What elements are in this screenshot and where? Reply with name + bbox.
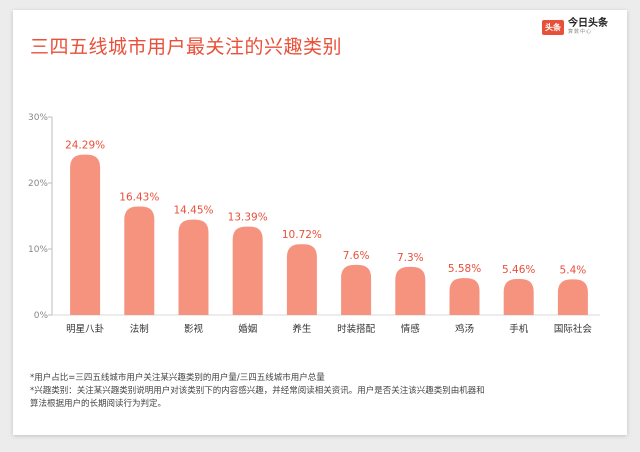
x-tick-label: 婚姻 — [238, 323, 257, 335]
bar — [70, 154, 101, 315]
x-tick-label: 影视 — [184, 323, 204, 335]
x-tick-label: 国际社会 — [554, 323, 593, 335]
data-label: 24.29% — [65, 140, 105, 152]
bar — [124, 206, 155, 315]
bar — [286, 244, 317, 315]
data-label: 16.43% — [119, 192, 159, 204]
logo-name: 今日头条 — [568, 18, 608, 29]
y-tick-label: 30% — [28, 113, 48, 123]
data-label: 5.4% — [560, 264, 587, 276]
logo-badge: 头条 — [542, 19, 564, 35]
bar — [232, 226, 263, 315]
data-label: 14.45% — [173, 205, 213, 217]
x-tick-label: 法制 — [130, 323, 149, 335]
y-tick-label: 10% — [28, 245, 48, 255]
bar — [503, 278, 534, 315]
logo-text: 今日头条 算数中心 — [568, 19, 608, 35]
toutiao-logo: 头条 今日头条 算数中心 — [542, 18, 608, 36]
x-tick-label: 明星八卦 — [66, 323, 105, 335]
bar — [395, 266, 426, 315]
x-tick-label: 养生 — [292, 323, 312, 335]
logo-subtitle: 算数中心 — [568, 29, 593, 35]
y-tick-label: 0% — [34, 311, 49, 321]
report-card — [13, 10, 627, 435]
data-label: 13.39% — [228, 212, 268, 224]
bar — [449, 278, 480, 315]
footnote-1: *用户占比=三四五线城市用户关注某兴趣类别的用户量/三四五线城市用户总量 — [30, 373, 325, 383]
x-tick-label: 鸡汤 — [455, 323, 474, 335]
data-label: 5.46% — [502, 264, 535, 276]
x-tick-label: 手机 — [509, 323, 529, 335]
bar — [341, 264, 372, 315]
footnote-2: *兴趣类别：关注某兴趣类别说明用户对该类别下的内容感兴趣，并经常阅读相关资讯。用… — [30, 386, 485, 396]
x-tick-label: 情感 — [401, 323, 421, 335]
bar — [557, 279, 588, 315]
footnotes: *用户占比=三四五线城市用户关注某兴趣类别的用户量/三四五线城市用户总量 *兴趣… — [30, 372, 590, 411]
x-tick-label: 时装搭配 — [337, 323, 376, 335]
data-label: 5.58% — [448, 263, 481, 275]
footnote-3: 算法根据用户的长期阅读行为判定。 — [30, 399, 167, 409]
bar — [178, 219, 209, 315]
page-title: 三四五线城市用户最关注的兴趣类别 — [30, 36, 343, 58]
data-label: 10.72% — [282, 229, 322, 241]
data-label: 7.6% — [343, 250, 370, 262]
y-tick-label: 20% — [28, 179, 48, 189]
data-label: 7.3% — [397, 252, 424, 264]
